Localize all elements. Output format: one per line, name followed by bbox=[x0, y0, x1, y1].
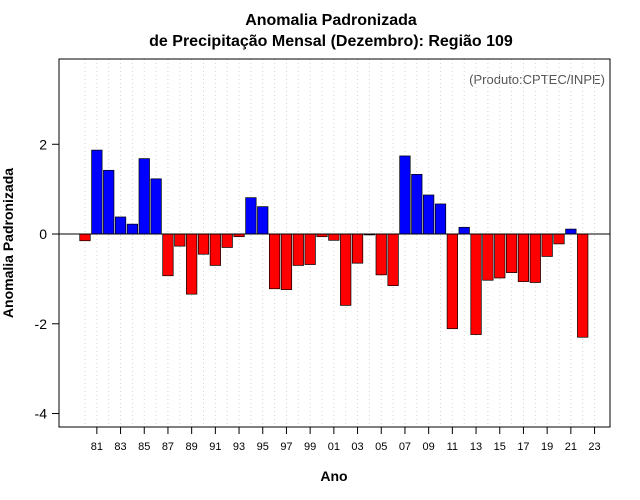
bar-2020 bbox=[553, 233, 565, 245]
plot-frame bbox=[58, 58, 611, 428]
bar-2005 bbox=[375, 233, 387, 276]
x-tick-label: 15 bbox=[494, 441, 506, 453]
bar-1982 bbox=[103, 169, 115, 235]
bar-2022 bbox=[577, 233, 589, 338]
bar-2006 bbox=[387, 233, 399, 286]
bar-1980 bbox=[79, 233, 91, 242]
x-tick-label: 19 bbox=[541, 441, 553, 453]
x-tick-label: 11 bbox=[447, 441, 458, 453]
bar-2012 bbox=[458, 226, 470, 235]
bar-1992 bbox=[221, 233, 233, 248]
x-tick-label: 17 bbox=[517, 441, 529, 453]
bar-2010 bbox=[434, 203, 447, 235]
bar-1998 bbox=[292, 233, 304, 266]
y-axis: -4 -2 0 2 bbox=[35, 136, 59, 422]
product-annotation: (Produto:CPTEC/INPE) bbox=[469, 72, 605, 87]
x-tick-label: 95 bbox=[257, 441, 269, 453]
bar-1996 bbox=[269, 233, 281, 290]
x-tick-label: 21 bbox=[565, 441, 577, 453]
y-tick-label: 0 bbox=[39, 226, 47, 242]
bar-1997 bbox=[280, 233, 293, 291]
x-tick-label: 03 bbox=[351, 441, 363, 453]
x-tick-label: 07 bbox=[399, 441, 411, 453]
bar-1999 bbox=[304, 233, 316, 265]
bar-2009 bbox=[423, 194, 435, 235]
bar-2011 bbox=[446, 233, 458, 330]
bar-2007 bbox=[399, 155, 411, 235]
bar-2014 bbox=[482, 233, 494, 281]
bar-2015 bbox=[494, 233, 506, 279]
bar-2001 bbox=[328, 233, 340, 241]
bar-2018 bbox=[529, 233, 541, 283]
chart-title: Anomalia Padronizada bbox=[245, 12, 417, 29]
x-tick-label: 23 bbox=[588, 441, 600, 453]
x-tick-label: 81 bbox=[91, 441, 103, 453]
bar-2021 bbox=[565, 228, 577, 235]
chart-subtitle: de Precipitação Mensal (Dezembro): Regiã… bbox=[149, 33, 513, 50]
bar-2019 bbox=[541, 233, 553, 257]
x-tick-label: 93 bbox=[233, 441, 245, 453]
bar-2002 bbox=[340, 233, 352, 306]
y-tick-label: -4 bbox=[35, 406, 48, 422]
bar-2013 bbox=[470, 233, 482, 335]
bar-1981 bbox=[91, 149, 103, 235]
x-tick-label: 09 bbox=[423, 441, 435, 453]
bar-1990 bbox=[197, 233, 210, 255]
x-tick-label: 97 bbox=[280, 441, 292, 453]
bar-1983 bbox=[114, 216, 127, 235]
x-tick-label: 13 bbox=[470, 441, 482, 453]
bar-1994 bbox=[245, 197, 257, 235]
x-tick-label: 85 bbox=[138, 441, 150, 453]
bar-1988 bbox=[174, 233, 186, 247]
y-tick-label: 2 bbox=[39, 136, 47, 152]
x-tick-label: 01 bbox=[328, 441, 340, 453]
bar-1989 bbox=[186, 233, 198, 295]
bar-1984 bbox=[126, 223, 139, 235]
y-tick-label: -2 bbox=[35, 316, 48, 332]
bar-2008 bbox=[411, 173, 423, 235]
bar-1995 bbox=[257, 206, 269, 235]
y-axis-title: Anomalia Padronizada bbox=[0, 168, 16, 318]
x-axis-title: Ano bbox=[320, 468, 347, 484]
bar-2016 bbox=[506, 233, 518, 273]
x-tick-label: 89 bbox=[186, 441, 198, 453]
x-tick-label: 87 bbox=[162, 441, 174, 453]
bar-2003 bbox=[351, 233, 364, 264]
bar-1991 bbox=[209, 233, 221, 266]
x-tick-label: 83 bbox=[114, 441, 126, 453]
bar-1987 bbox=[162, 233, 174, 277]
x-axis: 81 83 85 87 89 91 93 95 97 99 01 03 05 07 09 11 13 15 17 19… bbox=[91, 427, 601, 453]
bar-1985 bbox=[138, 158, 150, 235]
bar-2017 bbox=[517, 233, 530, 282]
x-tick-label: 99 bbox=[304, 441, 316, 453]
x-tick-label: 91 bbox=[209, 441, 221, 453]
bar-1986 bbox=[150, 178, 162, 235]
x-tick-label: 05 bbox=[375, 441, 387, 453]
